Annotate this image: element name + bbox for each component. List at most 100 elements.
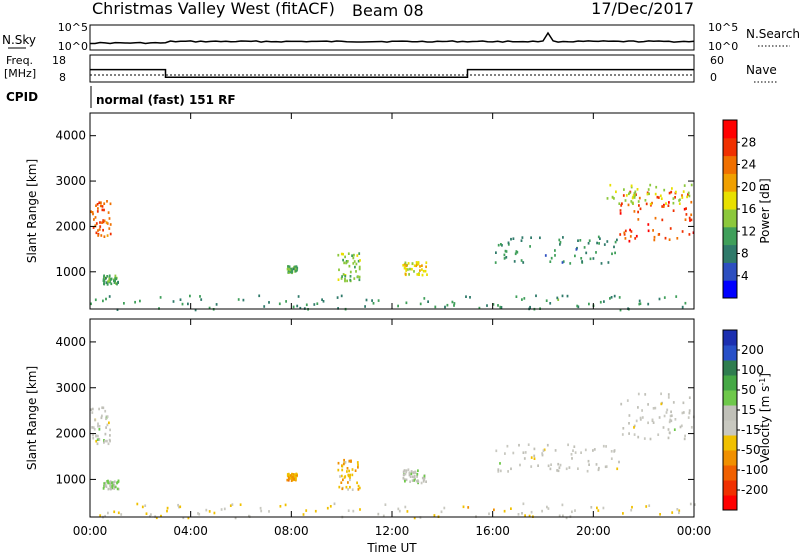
power-cell: [574, 254, 576, 258]
velocity-cell: [639, 416, 642, 420]
velocity-cell: [91, 411, 94, 414]
velocity-cell: [433, 514, 436, 517]
power-cell: [611, 252, 613, 256]
velocity-cell: [628, 422, 630, 425]
velocity-cell: [667, 436, 670, 440]
power-cell: [614, 240, 617, 244]
power-cell: [609, 297, 611, 300]
power-cell: [610, 296, 613, 299]
velocity-cell: [499, 469, 502, 473]
power-cell: [294, 265, 296, 269]
velocity-cell: [644, 393, 647, 396]
power-cell: [469, 296, 471, 299]
power-ytick-label: 4000: [55, 129, 86, 143]
power-cell: [687, 193, 689, 196]
velocity-cell: [108, 438, 111, 442]
velocity-cell: [602, 444, 605, 448]
velocity-cell: [342, 478, 344, 482]
velocity-cell: [414, 470, 417, 474]
power-cell: [681, 305, 684, 309]
velocity-cell: [633, 424, 636, 428]
power-cell: [411, 267, 413, 271]
velocity-cell: [358, 486, 361, 490]
velocity-ytick-label: 3000: [55, 381, 86, 395]
power-cell: [592, 257, 595, 260]
power-cell: [654, 192, 657, 196]
power-cell: [576, 304, 579, 308]
velocity-cell: [618, 460, 620, 464]
velocity-cell: [357, 484, 360, 488]
velocity-cell: [584, 448, 587, 452]
power-cell: [434, 305, 437, 309]
power-cell: [408, 273, 410, 276]
power-cell: [415, 264, 418, 268]
velocity-cell: [604, 465, 607, 469]
freq-left-tick-top: 18: [52, 54, 66, 67]
velocity-cell: [571, 510, 573, 514]
power-cell: [529, 245, 531, 248]
velocity-cell: [356, 461, 359, 464]
velocity-cell: [670, 419, 673, 423]
velocity-cell: [103, 441, 105, 444]
velocity-cell: [409, 480, 411, 483]
power-panel-frame: [89, 112, 695, 310]
power-cell: [194, 308, 197, 312]
power-cell: [618, 202, 621, 205]
power-cell: [295, 269, 297, 273]
velocity-cell: [314, 509, 317, 513]
velocity-cell: [605, 445, 607, 448]
power-cell: [340, 294, 343, 298]
noise-left-tick-bottom: 10^0: [58, 40, 88, 53]
velocity-cell: [687, 416, 690, 419]
velocity-cell: [657, 433, 660, 436]
power-cell: [559, 243, 561, 246]
velocity-cell: [402, 473, 405, 477]
power-cell: [639, 302, 642, 305]
velocity-cell: [668, 431, 671, 434]
velocity-cell: [145, 512, 148, 515]
velocity-cell: [340, 474, 343, 478]
power-cell: [687, 191, 690, 195]
power-cell: [661, 218, 664, 222]
power-cell: [663, 296, 666, 299]
power-colorbar-tick-label: 16: [741, 202, 756, 216]
power-cell: [294, 267, 297, 271]
power-ylabel: Slant Range [km]: [25, 159, 39, 263]
velocity-cell: [102, 406, 105, 410]
velocity-cell: [411, 479, 414, 482]
power-cell: [505, 256, 508, 259]
power-cell: [556, 296, 559, 300]
velocity-colorbar-frame: [722, 329, 738, 511]
power-cell: [554, 249, 556, 252]
velocity-cell: [104, 514, 106, 518]
xtick-label: 08:00: [274, 524, 309, 538]
power-cell: [647, 302, 650, 306]
velocity-cell: [213, 511, 216, 515]
power-cell: [288, 265, 291, 268]
velocity-cell: [660, 402, 663, 406]
velocity-cell: [556, 469, 558, 472]
velocity-cell: [289, 476, 292, 479]
velocity-cell: [610, 457, 613, 460]
power-cell: [108, 227, 111, 230]
power-cell: [675, 190, 677, 194]
power-cell: [102, 219, 105, 222]
velocity-cell: [295, 477, 297, 481]
velocity-cell: [499, 462, 501, 465]
power-cell: [690, 213, 693, 217]
freq-left-tick-bottom: 8: [59, 71, 66, 84]
velocity-cell: [643, 437, 646, 440]
power-cell: [340, 277, 343, 280]
velocity-cell: [149, 515, 151, 518]
power-cell: [453, 302, 456, 305]
power-colorbar-tick-label: 8: [741, 247, 749, 261]
velocity-cell: [198, 512, 201, 516]
xtick-label: 00:00: [677, 524, 712, 538]
velocity-cell: [522, 451, 525, 454]
power-cell: [521, 298, 523, 301]
velocity-cell: [144, 504, 147, 507]
power-cell: [96, 210, 99, 213]
velocity-cell: [337, 461, 340, 465]
power-cell: [637, 200, 640, 203]
power-cell: [615, 190, 617, 194]
